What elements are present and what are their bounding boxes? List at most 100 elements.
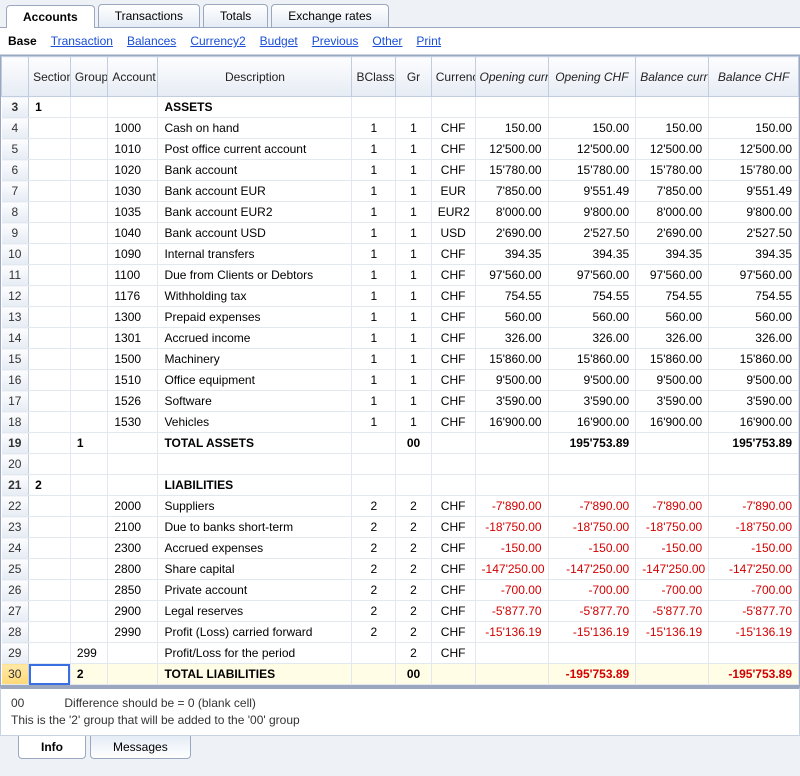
cell-balance-currency[interactable]: 326.00 bbox=[636, 328, 709, 349]
cell-section[interactable] bbox=[29, 202, 71, 223]
cell-section[interactable] bbox=[29, 517, 71, 538]
cell-balance-currency[interactable]: 15'860.00 bbox=[636, 349, 709, 370]
cell-gr[interactable]: 1 bbox=[396, 118, 431, 139]
cell-currency[interactable]: CHF bbox=[431, 118, 475, 139]
cell-currency[interactable]: CHF bbox=[431, 349, 475, 370]
tab-totals[interactable]: Totals bbox=[203, 4, 268, 27]
cell-account[interactable]: 1035 bbox=[108, 202, 158, 223]
cell-balance-currency[interactable] bbox=[636, 97, 709, 118]
cell-section[interactable] bbox=[29, 223, 71, 244]
cell-bclass[interactable]: 1 bbox=[352, 223, 396, 244]
cell-balance-currency[interactable]: 150.00 bbox=[636, 118, 709, 139]
cell-bclass[interactable]: 1 bbox=[352, 202, 396, 223]
row-number[interactable]: 26 bbox=[2, 580, 29, 601]
table-row[interactable]: 252800Share capital22CHF-147'250.00-147'… bbox=[2, 559, 799, 580]
cell-description[interactable]: Legal reserves bbox=[158, 601, 352, 622]
row-number[interactable]: 14 bbox=[2, 328, 29, 349]
bottom-tab-messages[interactable]: Messages bbox=[90, 736, 191, 759]
cell-bclass[interactable]: 1 bbox=[352, 286, 396, 307]
cell-balance-chf[interactable]: 326.00 bbox=[709, 328, 799, 349]
cell-account[interactable]: 1100 bbox=[108, 265, 158, 286]
cell-opening-chf[interactable]: 326.00 bbox=[548, 328, 636, 349]
table-row[interactable]: 302TOTAL LIABILITIES00-195'753.89-195'75… bbox=[2, 664, 799, 685]
cell-balance-currency[interactable]: 9'500.00 bbox=[636, 370, 709, 391]
cell-opening-currency[interactable]: -18'750.00 bbox=[475, 517, 548, 538]
table-row[interactable]: 232100Due to banks short-term22CHF-18'75… bbox=[2, 517, 799, 538]
table-row[interactable]: 222000Suppliers22CHF-7'890.00-7'890.00-7… bbox=[2, 496, 799, 517]
cell-opening-currency[interactable]: 9'500.00 bbox=[475, 370, 548, 391]
cell-gr[interactable]: 2 bbox=[396, 580, 431, 601]
cell-currency[interactable]: CHF bbox=[431, 559, 475, 580]
table-row[interactable]: 81035Bank account EUR211EUR28'000.009'80… bbox=[2, 202, 799, 223]
cell-gr[interactable]: 2 bbox=[396, 496, 431, 517]
cell-account[interactable]: 2850 bbox=[108, 580, 158, 601]
table-row[interactable]: 51010Post office current account11CHF12'… bbox=[2, 139, 799, 160]
cell-balance-chf[interactable] bbox=[709, 454, 799, 475]
cell-group[interactable] bbox=[70, 181, 108, 202]
cell-balance-chf[interactable]: -7'890.00 bbox=[709, 496, 799, 517]
cell-group[interactable] bbox=[70, 160, 108, 181]
cell-group[interactable]: 299 bbox=[70, 643, 108, 664]
cell-group[interactable] bbox=[70, 475, 108, 496]
cell-bclass[interactable]: 1 bbox=[352, 118, 396, 139]
cell-account[interactable] bbox=[108, 433, 158, 454]
table-row[interactable]: 151500Machinery11CHF15'860.0015'860.0015… bbox=[2, 349, 799, 370]
cell-opening-currency[interactable]: -5'877.70 bbox=[475, 601, 548, 622]
cell-description[interactable]: TOTAL ASSETS bbox=[158, 433, 352, 454]
cell-balance-currency[interactable]: -150.00 bbox=[636, 538, 709, 559]
cell-section[interactable] bbox=[29, 412, 71, 433]
row-number[interactable]: 13 bbox=[2, 307, 29, 328]
cell-gr[interactable]: 2 bbox=[396, 622, 431, 643]
cell-group[interactable] bbox=[70, 370, 108, 391]
cell-bclass[interactable]: 1 bbox=[352, 139, 396, 160]
cell-balance-chf[interactable]: 9'551.49 bbox=[709, 181, 799, 202]
cell-balance-chf[interactable]: 394.35 bbox=[709, 244, 799, 265]
cell-opening-currency[interactable]: -150.00 bbox=[475, 538, 548, 559]
cell-description[interactable] bbox=[158, 454, 352, 475]
col-header-currency[interactable]: Currency bbox=[431, 57, 475, 97]
col-header-description[interactable]: Description bbox=[158, 57, 352, 97]
cell-currency[interactable]: EUR2 bbox=[431, 202, 475, 223]
cell-account[interactable]: 1300 bbox=[108, 307, 158, 328]
cell-gr[interactable]: 1 bbox=[396, 223, 431, 244]
cell-balance-chf[interactable]: -18'750.00 bbox=[709, 517, 799, 538]
cell-balance-chf[interactable]: -195'753.89 bbox=[709, 664, 799, 685]
cell-bclass[interactable]: 2 bbox=[352, 580, 396, 601]
cell-currency[interactable]: CHF bbox=[431, 412, 475, 433]
cell-opening-chf[interactable] bbox=[548, 475, 636, 496]
cell-balance-currency[interactable]: -18'750.00 bbox=[636, 517, 709, 538]
cell-section[interactable] bbox=[29, 349, 71, 370]
table-row[interactable]: 61020Bank account11CHF15'780.0015'780.00… bbox=[2, 160, 799, 181]
cell-bclass[interactable]: 2 bbox=[352, 601, 396, 622]
cell-section[interactable] bbox=[29, 664, 71, 685]
cell-account[interactable]: 2300 bbox=[108, 538, 158, 559]
row-number[interactable]: 29 bbox=[2, 643, 29, 664]
cell-balance-currency[interactable]: -147'250.00 bbox=[636, 559, 709, 580]
cell-bclass[interactable]: 1 bbox=[352, 391, 396, 412]
cell-balance-currency[interactable]: 2'690.00 bbox=[636, 223, 709, 244]
row-number[interactable]: 3 bbox=[2, 97, 29, 118]
row-number[interactable]: 18 bbox=[2, 412, 29, 433]
cell-balance-chf[interactable]: 12'500.00 bbox=[709, 139, 799, 160]
tab-transactions[interactable]: Transactions bbox=[98, 4, 200, 27]
row-number[interactable]: 12 bbox=[2, 286, 29, 307]
cell-description[interactable]: TOTAL LIABILITIES bbox=[158, 664, 352, 685]
cell-balance-chf[interactable] bbox=[709, 475, 799, 496]
cell-gr[interactable]: 1 bbox=[396, 370, 431, 391]
cell-description[interactable]: Profit (Loss) carried forward bbox=[158, 622, 352, 643]
row-number[interactable]: 27 bbox=[2, 601, 29, 622]
cell-opening-currency[interactable]: -700.00 bbox=[475, 580, 548, 601]
cell-balance-chf[interactable] bbox=[709, 643, 799, 664]
cell-balance-currency[interactable]: 754.55 bbox=[636, 286, 709, 307]
cell-gr[interactable]: 1 bbox=[396, 244, 431, 265]
cell-opening-chf[interactable]: 394.35 bbox=[548, 244, 636, 265]
cell-gr[interactable]: 1 bbox=[396, 160, 431, 181]
row-number[interactable]: 30 bbox=[2, 664, 29, 685]
cell-opening-chf[interactable]: -5'877.70 bbox=[548, 601, 636, 622]
bottom-tab-info[interactable]: Info bbox=[18, 736, 86, 759]
cell-description[interactable]: Internal transfers bbox=[158, 244, 352, 265]
cell-section[interactable]: 1 bbox=[29, 97, 71, 118]
cell-account[interactable]: 1040 bbox=[108, 223, 158, 244]
cell-section[interactable] bbox=[29, 370, 71, 391]
cell-account[interactable]: 1301 bbox=[108, 328, 158, 349]
